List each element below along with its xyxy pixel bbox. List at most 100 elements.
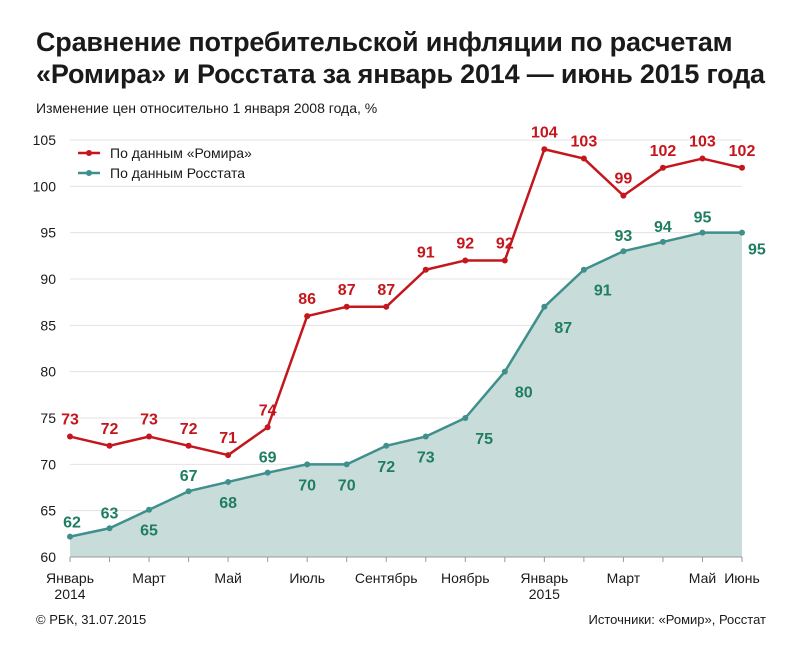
romir-value-label-12: 104	[531, 124, 558, 141]
rosstat-value-label-0: 62	[63, 515, 81, 532]
rosstat-point-6	[304, 461, 311, 468]
rosstat-value-label-13: 91	[594, 283, 612, 300]
romir-point-8	[383, 303, 390, 310]
rosstat-point-4	[225, 478, 232, 485]
rosstat-value-label-4: 68	[219, 495, 237, 512]
rosstat-point-17	[739, 229, 745, 236]
rosstat-value-label-5: 69	[259, 450, 277, 467]
romir-point-1	[106, 442, 113, 449]
rosstat-value-label-16: 95	[694, 210, 712, 227]
x-tick-label-6-0: Июль	[289, 570, 325, 586]
legend-romir-marker	[86, 150, 92, 156]
x-tick-label-0-0: Январь	[46, 570, 94, 586]
rosstat-value-label-8: 72	[377, 459, 395, 476]
romir-value-label-0: 73	[61, 412, 79, 429]
legend-rosstat-marker	[86, 170, 92, 176]
romir-point-12	[541, 146, 548, 153]
x-tick-label-12-1: 2015	[529, 586, 560, 602]
rosstat-point-10	[462, 415, 469, 421]
y-tick-label-60: 60	[40, 549, 56, 565]
rosstat-area	[70, 232, 742, 557]
romir-value-label-17: 102	[729, 143, 756, 160]
romir-point-3	[185, 442, 192, 449]
romir-value-label-11: 92	[496, 235, 514, 252]
rosstat-value-label-15: 94	[654, 219, 672, 236]
romir-point-10	[462, 257, 469, 264]
romir-point-13	[580, 155, 587, 162]
romir-value-label-1: 72	[101, 421, 119, 438]
romir-point-16	[699, 155, 706, 162]
chart-title-line-2: «Ромира» и Росстата за январь 2014 — июн…	[36, 59, 765, 89]
x-tick-label-4-0: Май	[214, 570, 241, 586]
rosstat-value-label-7: 70	[338, 477, 356, 494]
romir-value-label-9: 91	[417, 245, 435, 262]
rosstat-point-2	[146, 506, 153, 513]
legend-romir-label: По данным «Ромира»	[110, 145, 252, 161]
rosstat-value-label-17: 95	[748, 242, 766, 259]
rosstat-point-14	[620, 248, 627, 255]
rosstat-value-label-10: 75	[475, 431, 493, 448]
x-tick-label-12-0: Январь	[520, 570, 568, 586]
rosstat-point-0	[67, 533, 73, 540]
rosstat-value-label-12: 87	[554, 320, 572, 337]
romir-point-9	[422, 266, 429, 273]
romir-value-label-5: 74	[259, 402, 277, 419]
romir-point-4	[225, 452, 232, 459]
y-tick-label-70: 70	[40, 456, 56, 472]
romir-point-6	[304, 313, 311, 320]
romir-point-7	[343, 303, 350, 310]
romir-point-17	[739, 164, 745, 171]
romir-value-label-3: 72	[180, 421, 198, 438]
romir-value-label-7: 87	[338, 282, 356, 299]
x-tick-label-17-0: Июнь	[724, 570, 760, 586]
romir-point-15	[659, 164, 666, 171]
rosstat-point-16	[699, 229, 706, 236]
romir-value-label-15: 102	[650, 143, 677, 160]
romir-point-5	[264, 424, 271, 431]
legend-rosstat-label: По данным Росстата	[110, 165, 245, 181]
romir-value-label-6: 86	[298, 291, 316, 308]
romir-point-2	[146, 433, 153, 440]
romir-value-label-16: 103	[689, 134, 716, 151]
x-tick-label-10-0: Ноябрь	[441, 570, 490, 586]
rosstat-value-label-2: 65	[140, 523, 158, 540]
rosstat-value-label-11: 80	[515, 385, 533, 402]
rosstat-point-15	[659, 238, 666, 245]
romir-point-11	[501, 257, 508, 264]
y-tick-label-65: 65	[40, 503, 56, 519]
y-tick-label-75: 75	[40, 410, 56, 426]
rosstat-line	[69, 231, 742, 538]
y-tick-label-95: 95	[40, 225, 56, 241]
romir-point-0	[67, 433, 73, 440]
chart-subtitle: Изменение цен относительно 1 января 2008…	[36, 100, 378, 116]
x-tick-label-16-0: Май	[689, 570, 716, 586]
rosstat-point-11	[501, 368, 508, 375]
rosstat-point-12	[541, 303, 548, 310]
rosstat-point-7	[343, 461, 350, 468]
rosstat-point-13	[580, 266, 587, 273]
romir-value-label-4: 71	[219, 430, 237, 447]
chart-title: Сравнение потребительской инфляции по ра…	[36, 26, 776, 90]
romir-value-label-10: 92	[456, 235, 474, 252]
x-tick-label-8-0: Сентябрь	[355, 570, 418, 586]
rosstat-point-3	[185, 488, 192, 495]
rosstat-point-1	[106, 525, 113, 532]
y-tick-label-105: 105	[33, 132, 57, 148]
romir-value-label-8: 87	[377, 282, 395, 299]
y-tick-label-90: 90	[40, 271, 56, 287]
y-tick-label-100: 100	[33, 178, 57, 194]
rosstat-point-5	[264, 469, 271, 476]
romir-value-label-2: 73	[140, 412, 158, 429]
x-tick-label-2-0: Март	[132, 570, 166, 586]
rosstat-point-8	[383, 442, 390, 449]
chart-title-line-1: Сравнение потребительской инфляции по ра…	[36, 27, 733, 57]
x-tick-label-14-0: Март	[607, 570, 641, 586]
romir-line	[69, 148, 743, 457]
rosstat-value-label-3: 67	[180, 468, 198, 485]
rosstat-value-label-1: 63	[101, 505, 119, 522]
romir-value-label-14: 99	[615, 171, 633, 188]
sources-note: Источники: «Ромир», Росстат	[588, 612, 766, 627]
rosstat-value-label-9: 73	[417, 450, 435, 467]
y-tick-label-80: 80	[40, 364, 56, 380]
